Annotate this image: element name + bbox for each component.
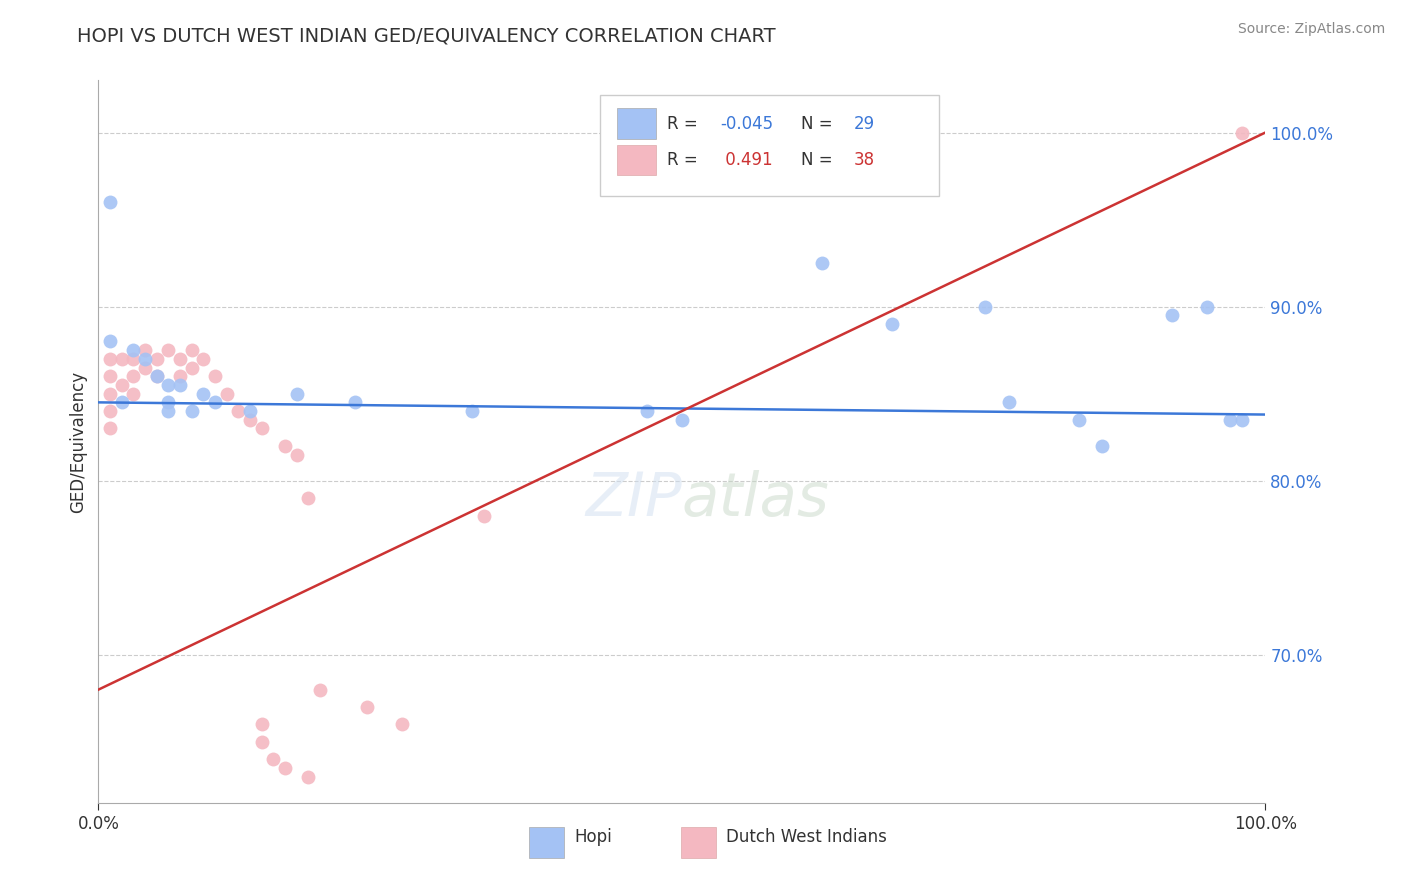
Point xyxy=(215,386,238,401)
Text: Hopi: Hopi xyxy=(575,829,612,847)
Point xyxy=(169,351,191,366)
Point xyxy=(111,378,134,392)
Point xyxy=(193,351,215,366)
Point xyxy=(356,700,378,714)
Point xyxy=(285,448,308,462)
Point xyxy=(169,369,191,384)
Point xyxy=(146,351,169,366)
Point xyxy=(285,386,308,401)
Point xyxy=(122,386,145,401)
Text: 38: 38 xyxy=(853,151,875,169)
Point xyxy=(250,421,273,435)
Point xyxy=(297,770,319,784)
Text: Source: ZipAtlas.com: Source: ZipAtlas.com xyxy=(1237,22,1385,37)
FancyBboxPatch shape xyxy=(600,95,939,196)
Point xyxy=(98,195,121,210)
Text: R =: R = xyxy=(666,115,703,133)
Point xyxy=(391,717,413,731)
Point xyxy=(157,343,180,358)
Point xyxy=(239,413,262,427)
Point xyxy=(134,351,156,366)
Point xyxy=(122,351,145,366)
FancyBboxPatch shape xyxy=(529,828,564,858)
Text: ZIP: ZIP xyxy=(585,470,682,529)
Point xyxy=(274,761,297,775)
Point xyxy=(250,735,273,749)
Point xyxy=(297,491,319,505)
Point xyxy=(193,386,215,401)
Point xyxy=(146,369,169,384)
Point xyxy=(98,386,121,401)
Point xyxy=(472,508,495,523)
Point xyxy=(180,343,202,358)
Point xyxy=(250,717,273,731)
Point xyxy=(122,343,145,358)
Point xyxy=(880,317,903,331)
Point xyxy=(157,395,180,409)
Point xyxy=(134,343,156,358)
Text: 0.491: 0.491 xyxy=(720,151,773,169)
Point xyxy=(1161,308,1184,322)
Point xyxy=(146,369,169,384)
Point xyxy=(239,404,262,418)
FancyBboxPatch shape xyxy=(617,145,657,175)
Point xyxy=(157,378,180,392)
Point xyxy=(636,404,658,418)
Point xyxy=(1230,413,1253,427)
Point xyxy=(1091,439,1114,453)
Point xyxy=(122,369,145,384)
Point xyxy=(98,334,121,349)
Point xyxy=(98,421,121,435)
Point xyxy=(204,369,226,384)
Point xyxy=(1230,126,1253,140)
Point xyxy=(228,404,250,418)
Text: 29: 29 xyxy=(853,115,875,133)
Text: HOPI VS DUTCH WEST INDIAN GED/EQUIVALENCY CORRELATION CHART: HOPI VS DUTCH WEST INDIAN GED/EQUIVALENC… xyxy=(77,27,776,45)
Point xyxy=(1067,413,1090,427)
Point xyxy=(134,360,156,375)
Point xyxy=(111,395,134,409)
Point xyxy=(344,395,367,409)
FancyBboxPatch shape xyxy=(681,828,716,858)
Point xyxy=(461,404,484,418)
Text: atlas: atlas xyxy=(682,470,830,529)
Y-axis label: GED/Equivalency: GED/Equivalency xyxy=(69,370,87,513)
Point xyxy=(98,369,121,384)
Point xyxy=(180,360,202,375)
Text: N =: N = xyxy=(801,151,838,169)
Point xyxy=(98,404,121,418)
Point xyxy=(169,378,191,392)
Point xyxy=(1219,413,1241,427)
Text: N =: N = xyxy=(801,115,838,133)
Text: R =: R = xyxy=(666,151,703,169)
Point xyxy=(1195,300,1218,314)
Point xyxy=(811,256,834,270)
Point xyxy=(274,439,297,453)
Point xyxy=(262,752,284,766)
Point xyxy=(974,300,997,314)
Text: -0.045: -0.045 xyxy=(720,115,773,133)
Point xyxy=(204,395,226,409)
FancyBboxPatch shape xyxy=(617,109,657,139)
Point xyxy=(997,395,1019,409)
Point xyxy=(111,351,134,366)
Point xyxy=(98,351,121,366)
Point xyxy=(180,404,202,418)
Point xyxy=(671,413,693,427)
Point xyxy=(309,682,332,697)
Text: Dutch West Indians: Dutch West Indians xyxy=(727,829,887,847)
Point xyxy=(157,404,180,418)
